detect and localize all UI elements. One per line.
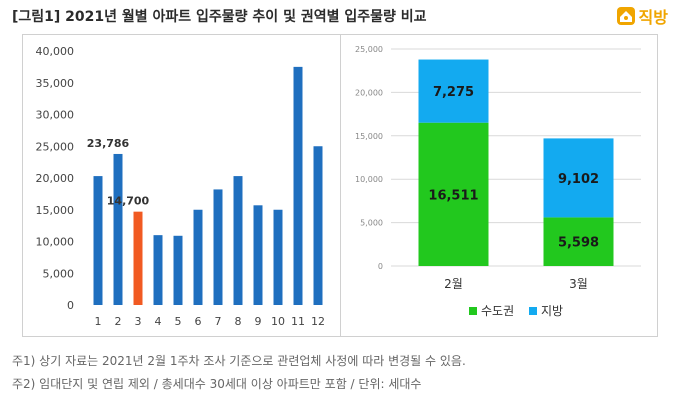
y-tick-label: 5,000	[43, 267, 75, 280]
regional-stacked-chart: 0 5,000 10,000 15,000 20,000 25,000 16,511 7,27…	[355, 45, 641, 318]
bar-3월-수도권	[543, 217, 614, 266]
y-tick-label: 25,000	[36, 140, 75, 153]
bar-2월-지방	[418, 59, 489, 123]
data-label: 23,786	[87, 137, 130, 150]
bar-month-10	[273, 209, 283, 305]
bar-month-11	[293, 66, 303, 305]
bar-month-7	[213, 189, 223, 305]
x-tick-label: 9	[255, 315, 262, 328]
legend-label: 지방	[541, 304, 563, 318]
monthly-chart-panel: 0 5,000 10,000 15,000 20,000 25,000 30,000 35,0…	[22, 34, 342, 337]
y-tick-label: 20,000	[355, 88, 383, 97]
regional-chart-panel: 0 5,000 10,000 15,000 20,000 25,000 16,511 7,27…	[340, 34, 658, 337]
bar-month-6	[193, 209, 203, 305]
y-tick-label: 0	[378, 262, 383, 271]
bar-month-8	[233, 176, 243, 305]
x-tick-label: 5	[175, 315, 182, 328]
bar-2월-수도권	[418, 122, 489, 267]
x-tick-label: 7	[215, 315, 222, 328]
bar-month-4	[153, 235, 163, 305]
x-tick-label: 2월	[444, 277, 463, 291]
bar-3월-지방	[543, 138, 614, 218]
footnote-2: 주2) 임대단지 및 연립 제외 / 총세대수 30세대 이상 아파트만 포함 …	[12, 377, 422, 391]
bar-month-9	[253, 205, 263, 305]
x-tick-label: 3	[135, 315, 142, 328]
logo-text: 직방	[638, 8, 668, 27]
y-tick-label: 10,000	[355, 175, 383, 184]
bar-month-12	[313, 146, 323, 305]
data-label: 16,511	[428, 188, 478, 203]
figure-title: [그림1] 2021년 월별 아파트 입주물량 추이 및 권역별 입주물량 비교	[12, 9, 427, 25]
x-tick-label: 6	[195, 315, 202, 328]
x-tick-label: 2	[115, 315, 122, 328]
y-tick-label: 20,000	[36, 172, 75, 185]
footnote-1: 주1) 상기 자료는 2021년 2월 1주차 조사 기준으로 관련업체 사정에…	[12, 354, 466, 368]
legend-swatch-지방	[529, 307, 537, 315]
data-label: 7,275	[433, 85, 474, 100]
legend-label: 수도권	[481, 304, 514, 318]
legend-swatch-수도권	[469, 307, 477, 315]
x-tick-label: 4	[155, 315, 162, 328]
y-tick-label: 10,000	[36, 236, 75, 249]
x-tick-label: 11	[291, 315, 305, 328]
data-label: 14,700	[107, 195, 150, 208]
x-tick-label: 1	[95, 315, 102, 328]
house-icon	[616, 7, 635, 25]
x-tick-label: 8	[235, 315, 242, 328]
bar-month-1	[93, 176, 103, 305]
data-label: 5,598	[558, 236, 599, 251]
y-tick-label: 15,000	[355, 132, 383, 141]
zigbang-logo: 직방	[616, 4, 668, 28]
x-tick-label: 12	[311, 315, 325, 328]
bar-month-2	[113, 153, 123, 305]
data-label: 9,102	[558, 172, 599, 187]
x-tick-label: 10	[271, 315, 285, 328]
bar-month-3	[133, 211, 143, 305]
bar-month-5	[173, 235, 183, 305]
y-tick-label: 40,000	[36, 45, 75, 58]
x-tick-label: 3월	[569, 277, 588, 291]
y-tick-label: 15,000	[36, 204, 75, 217]
y-tick-label: 30,000	[36, 109, 75, 122]
y-tick-label: 35,000	[36, 77, 75, 90]
y-tick-label: 5,000	[360, 219, 383, 228]
y-tick-label: 25,000	[355, 45, 383, 54]
y-tick-label: 0	[67, 299, 74, 312]
monthly-bar-chart: 0 5,000 10,000 15,000 20,000 25,000 30,000 35,0…	[36, 45, 326, 328]
